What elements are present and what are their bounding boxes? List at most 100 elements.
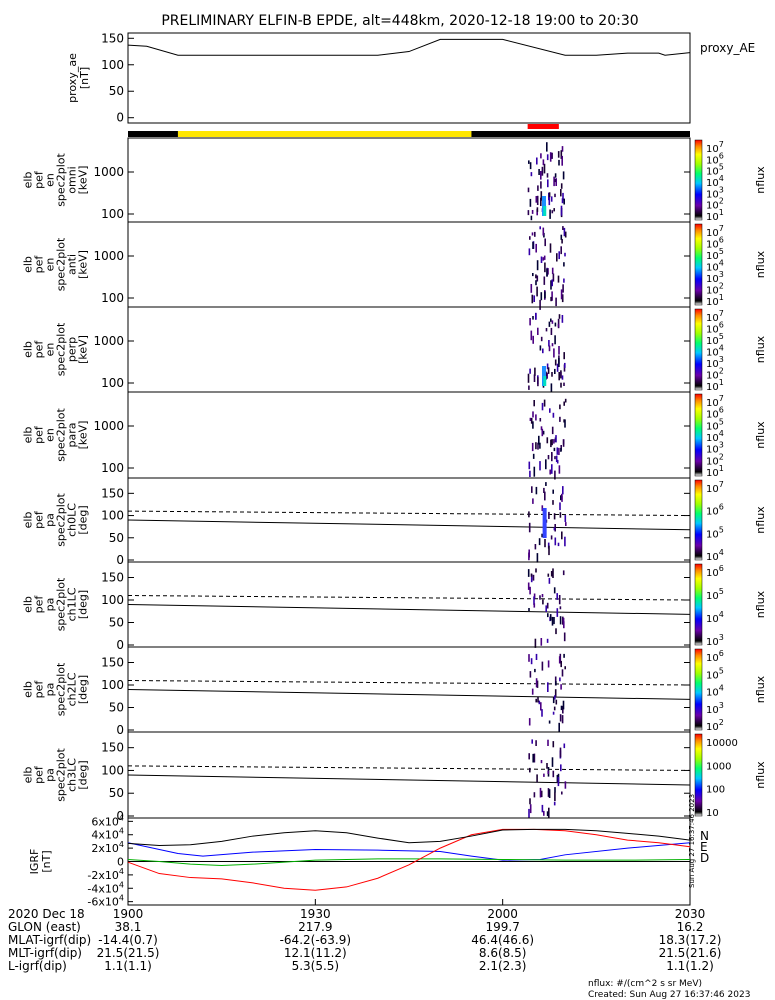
colorbar-tick-label: 103 bbox=[706, 441, 724, 456]
flux-pixel bbox=[540, 702, 542, 711]
flux-pixel bbox=[545, 605, 547, 612]
flux-pixel bbox=[535, 280, 537, 286]
flux-pixel bbox=[561, 375, 564, 380]
flux-pixel bbox=[557, 275, 560, 283]
flux-pixel bbox=[561, 669, 564, 677]
flux-pixel bbox=[542, 227, 545, 236]
flux-pixel bbox=[561, 155, 563, 166]
flux-pixel bbox=[550, 535, 553, 540]
colorbar-tick-label: 104 bbox=[706, 344, 724, 359]
flux-pixel bbox=[554, 787, 556, 793]
flux-pixel bbox=[561, 495, 563, 502]
flux-pixel bbox=[562, 226, 564, 230]
flux-pixel bbox=[556, 459, 559, 464]
ae-ylabel: proxy_ae [nT] bbox=[66, 53, 91, 103]
panel-frame bbox=[127, 561, 691, 648]
panel-ylabel-line: pef bbox=[33, 340, 46, 359]
flux-pixel bbox=[538, 700, 541, 705]
igrf-ytick-label: 4x104 bbox=[91, 827, 124, 842]
ytick-label: 50 bbox=[109, 531, 124, 545]
igrf-ytick-label: 2x104 bbox=[91, 840, 124, 855]
flux-pixel bbox=[540, 426, 543, 431]
panel-ylabel-line: [keV] bbox=[77, 335, 90, 364]
flux-pixel bbox=[536, 553, 539, 563]
panel-frame bbox=[127, 137, 691, 223]
flux-pixel bbox=[560, 705, 563, 711]
loss-cone-line bbox=[127, 604, 691, 615]
ytick-label: 100 bbox=[101, 593, 124, 607]
panel-ylabel-line: [keV] bbox=[77, 250, 90, 279]
flux-pixel bbox=[529, 671, 532, 678]
flux-pixel bbox=[537, 442, 539, 450]
colorbar bbox=[694, 393, 703, 477]
flux-pixel bbox=[538, 538, 541, 546]
colorbar-tick-label: 101 bbox=[706, 378, 724, 393]
ephemeris-row-label: 2020 Dec 18 bbox=[8, 907, 85, 921]
flux-pixel bbox=[554, 524, 556, 532]
ytick-label: 100 bbox=[101, 376, 124, 390]
flux-pixel bbox=[555, 699, 558, 705]
flux-pixel bbox=[560, 448, 562, 452]
panel-ylabel-line: pa bbox=[44, 683, 57, 697]
ephemeris-value: 21.5(21.5) bbox=[97, 946, 160, 960]
flux-pixel bbox=[540, 336, 543, 342]
flux-pixel bbox=[550, 318, 552, 322]
flux-pixel bbox=[554, 470, 556, 480]
flux-pixel bbox=[546, 363, 549, 370]
flux-pixel bbox=[556, 608, 559, 617]
flux-pixel bbox=[559, 416, 561, 422]
flux-pixel bbox=[555, 297, 557, 307]
flux-pixel bbox=[550, 571, 553, 577]
flux-pixel-bright bbox=[542, 508, 547, 538]
colorbar-tick-label: 104 bbox=[706, 259, 724, 274]
colorbar bbox=[694, 563, 703, 646]
flux-pixel bbox=[536, 260, 539, 271]
colorbar bbox=[694, 139, 703, 221]
flux-pixel bbox=[530, 573, 533, 577]
ephemeris-value: 199.7 bbox=[485, 920, 519, 934]
panel-ylabel-line: ch0LC bbox=[66, 503, 79, 537]
flux-pixel bbox=[540, 256, 543, 263]
panel-ylabel-line: [keV] bbox=[77, 166, 90, 195]
colorbar-tick-label: 106 bbox=[706, 406, 724, 421]
panel-frame bbox=[127, 391, 691, 479]
flux-pixel bbox=[532, 574, 535, 581]
flux-pixel bbox=[548, 789, 551, 798]
flux-pixel bbox=[536, 209, 538, 216]
flux-pixel bbox=[529, 318, 531, 326]
figure-title: PRELIMINARY ELFIN-B EPDE, alt=448km, 202… bbox=[161, 13, 638, 29]
flux-pixel bbox=[540, 197, 542, 206]
flux-pixel bbox=[563, 632, 566, 642]
flux-pixel bbox=[529, 586, 531, 595]
flux-pixel bbox=[560, 764, 562, 772]
flux-pixel bbox=[548, 321, 551, 327]
flux-pixel bbox=[535, 678, 538, 688]
flux-pixel bbox=[554, 178, 556, 183]
flux-pixel bbox=[547, 367, 550, 374]
panel-ylabel-line: anti bbox=[66, 254, 79, 275]
units-note: nflux: #/(cm^2 s sr MeV) bbox=[588, 979, 702, 989]
igrf-ytick-label: 0 bbox=[117, 856, 124, 869]
flux-pixel bbox=[544, 238, 546, 247]
flux-pixel bbox=[529, 236, 531, 240]
flux-pixel bbox=[551, 372, 553, 377]
flux-pixel bbox=[551, 152, 553, 159]
bar-segment bbox=[471, 131, 690, 137]
colorbar-tick-label: 104 bbox=[706, 684, 724, 699]
flux-pixel bbox=[561, 715, 564, 724]
flux-pixel bbox=[545, 459, 547, 470]
flux-pixel bbox=[532, 273, 534, 277]
panel-ylabel-line: para bbox=[66, 423, 79, 448]
flux-pixel bbox=[556, 363, 559, 372]
ytick-label: 100 bbox=[101, 509, 124, 523]
flux-pixel bbox=[531, 688, 534, 695]
flux-pixel bbox=[557, 151, 560, 158]
flux-pixel bbox=[542, 257, 545, 261]
flux-pixel bbox=[528, 248, 531, 256]
ephemeris-value: 12.1(11.2) bbox=[284, 946, 347, 960]
flux-pixel bbox=[546, 638, 549, 643]
timeline-bar bbox=[128, 124, 690, 137]
colorbar-tick-label: 107 bbox=[706, 394, 724, 409]
flux-pixel bbox=[564, 666, 566, 670]
ephemeris-value: -64.2(-63.9) bbox=[280, 933, 351, 947]
